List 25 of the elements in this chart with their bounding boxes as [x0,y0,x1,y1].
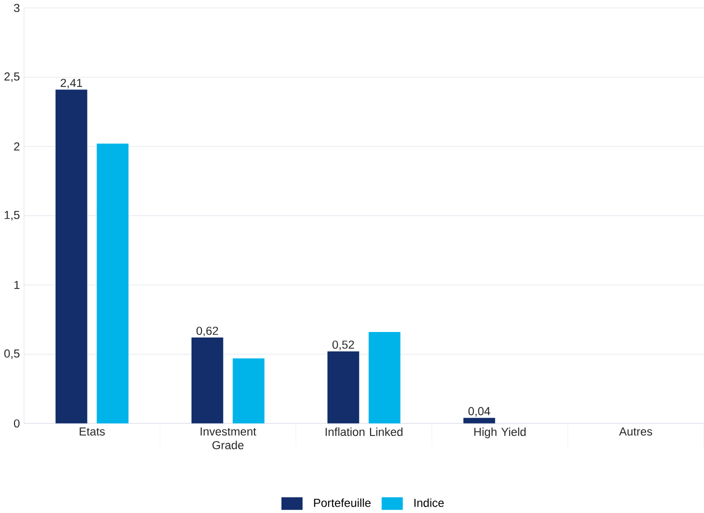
y-tick-label: 1 [14,281,20,290]
bar [327,351,360,424]
data-label: 0,62 [196,326,218,336]
y-tick-label: 2,5 [4,72,20,82]
y-tick-label: 0,5 [4,349,20,360]
y-tick-label: 3 [14,4,20,12]
bar [96,144,128,424]
bar [56,90,88,424]
bar [463,418,496,424]
y-tick-label: 1,5 [4,211,20,221]
legend-label: Portefeuille [314,498,371,508]
x-tick-label: High Yield [474,428,526,438]
x-tick-label: Investment Grade [200,428,256,450]
bar [191,338,224,424]
data-label: 2,41 [60,78,82,88]
data-label: 0,04 [468,407,490,417]
bar [368,332,400,424]
y-tick-label: 0 [14,419,20,428]
y-tick-label: 2 [14,142,20,151]
legend-label: Indice [414,498,444,508]
x-tick-label: Inflation Linked [326,428,402,436]
x-tick-label: Autres [619,428,652,436]
data-label: 0,52 [332,340,354,350]
bar [232,358,264,424]
x-tick-label: Etats [80,428,105,436]
